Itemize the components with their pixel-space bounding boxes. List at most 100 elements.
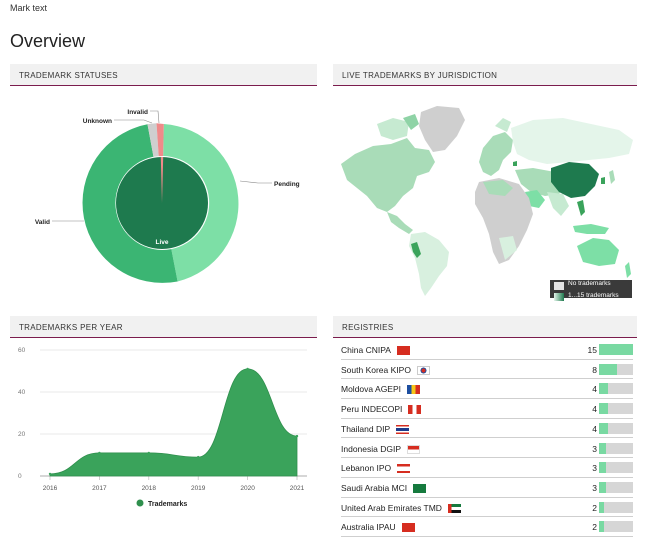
registry-bar (599, 383, 633, 395)
registry-name: Saudi Arabia MCI (341, 482, 408, 493)
registry-bar-fill (599, 462, 606, 474)
registry-bar (599, 344, 633, 355)
registry-count: 8 (592, 364, 597, 375)
registry-name: Indonesia DGIP (341, 443, 402, 454)
greenland (419, 106, 465, 152)
peru (411, 242, 421, 258)
y-tick-label: 0 (18, 473, 22, 480)
china (551, 162, 599, 198)
ae-flag-icon (448, 503, 461, 513)
africa (475, 178, 533, 264)
legend-dot (136, 499, 144, 507)
registry-bar (599, 521, 633, 533)
registry-row[interactable]: Australia IPAU 2 (341, 517, 633, 537)
registry-row[interactable]: Thailand DIP 4 (341, 419, 633, 439)
legend-no-trademarks: No trademarks (568, 280, 611, 287)
north-america (341, 138, 435, 212)
unknown-label: Unknown (83, 118, 112, 125)
registry-bar-fill (599, 481, 606, 493)
registry-bar-fill (599, 403, 609, 415)
registry-count: 2 (592, 522, 597, 533)
sa-flag-icon (413, 483, 426, 493)
south-korea (601, 177, 605, 184)
registry-name: Lebanon IPO (341, 463, 392, 474)
data-point (98, 451, 101, 455)
europe (479, 132, 513, 176)
registry-count: 3 (592, 443, 597, 454)
registry-bar (599, 403, 633, 415)
registry-name: Thailand DIP (341, 423, 391, 434)
registry-bar-fill (599, 521, 604, 533)
kr-flag-icon (417, 365, 430, 375)
unknown-segment[interactable] (147, 123, 159, 157)
registry-count: 3 (592, 463, 597, 474)
registry-count: 2 (592, 502, 597, 513)
registry-bar (599, 363, 633, 375)
registry-bar-fill (599, 383, 609, 395)
panel-title: LIVE TRADEMARKS BY JURISDICTION (333, 64, 637, 86)
registries-panel: REGISTRIES China CNIPA 15 South Korea KIPO… (333, 316, 637, 537)
thailand (577, 200, 585, 216)
x-tick-label: 2016 (43, 485, 58, 492)
indonesia (573, 224, 609, 234)
australia (577, 238, 619, 266)
registry-name: China CNIPA (341, 345, 391, 355)
y-tick-label: 40 (18, 389, 26, 396)
registry-row[interactable]: South Korea KIPO 8 (341, 360, 633, 380)
x-tick-label: 2021 (290, 485, 305, 492)
registry-name: South Korea KIPO (341, 364, 411, 375)
data-point (295, 434, 299, 438)
registry-row[interactable]: Indonesia DGIP 3 (341, 439, 633, 459)
map-legend (550, 280, 632, 298)
panel-title: TRADEMARKS PER YEAR (10, 316, 317, 338)
no-trademarks-swatch (554, 282, 564, 290)
registry-count: 3 (592, 482, 597, 493)
page-title: Overview (10, 31, 86, 51)
jurisdiction-map-panel: LIVE TRADEMARKS BY JURISDICTION (333, 64, 637, 301)
registry-row[interactable]: Saudi Arabia MCI 3 (341, 478, 633, 498)
au-flag-icon (402, 523, 415, 533)
x-tick-label: 2019 (191, 485, 206, 492)
pe-flag-icon (408, 405, 421, 415)
registry-row[interactable]: United Arab Emirates TMD 2 (341, 498, 633, 518)
id-flag-icon (407, 444, 420, 454)
data-point (197, 455, 200, 459)
registry-row[interactable]: Moldova AGEPI 4 (341, 379, 633, 400)
pending-label: Pending (274, 181, 300, 188)
legend-trademarks-range: 1...15 trademarks (568, 292, 619, 299)
trademarks-per-year-panel: TRADEMARKS PER YEAR 0 20 40 60 2016 2017 2018 2… (10, 316, 317, 536)
south-america (409, 232, 449, 296)
pending-segment[interactable] (163, 124, 239, 282)
trademarks-swatch (554, 293, 564, 301)
trademark-statuses-panel: TRADEMARK STATUSES Invalid Unknown Pendi… (10, 64, 317, 298)
md-flag-icon (407, 385, 420, 395)
central-america (387, 212, 413, 234)
world-map[interactable] (333, 88, 637, 298)
registry-bar-fill (599, 501, 604, 513)
data-point (246, 367, 249, 371)
registry-row[interactable]: Peru INDECOPI 4 (341, 399, 633, 419)
status-donut-chart: Invalid Unknown Pending Valid Live (35, 109, 300, 283)
registry-bar (599, 501, 633, 513)
registry-name: Moldova AGEPI (341, 384, 402, 395)
th-flag-icon (396, 424, 409, 434)
y-tick-label: 20 (18, 431, 26, 438)
lb-flag-icon (397, 464, 410, 474)
registry-count: 4 (592, 404, 597, 415)
registry-bar (599, 481, 633, 493)
valid-label: Valid (35, 219, 50, 226)
trademarks-area (49, 368, 298, 477)
registry-row[interactable]: China CNIPA 15 (341, 340, 633, 360)
valid-segment[interactable] (82, 124, 178, 283)
russia (511, 118, 633, 164)
registry-bar (599, 462, 633, 474)
invalid-segment[interactable] (156, 123, 164, 157)
panel-title: REGISTRIES (333, 316, 637, 338)
live-label: Live (155, 239, 168, 246)
x-tick-label: 2020 (240, 485, 255, 492)
x-tick-label: 2017 (92, 485, 107, 492)
registry-bar (599, 442, 633, 454)
registry-name: United Arab Emirates TMD (341, 502, 442, 513)
registry-row[interactable]: Lebanon IPO 3 (341, 458, 633, 478)
registry-name: Australia IPAU (341, 522, 396, 533)
